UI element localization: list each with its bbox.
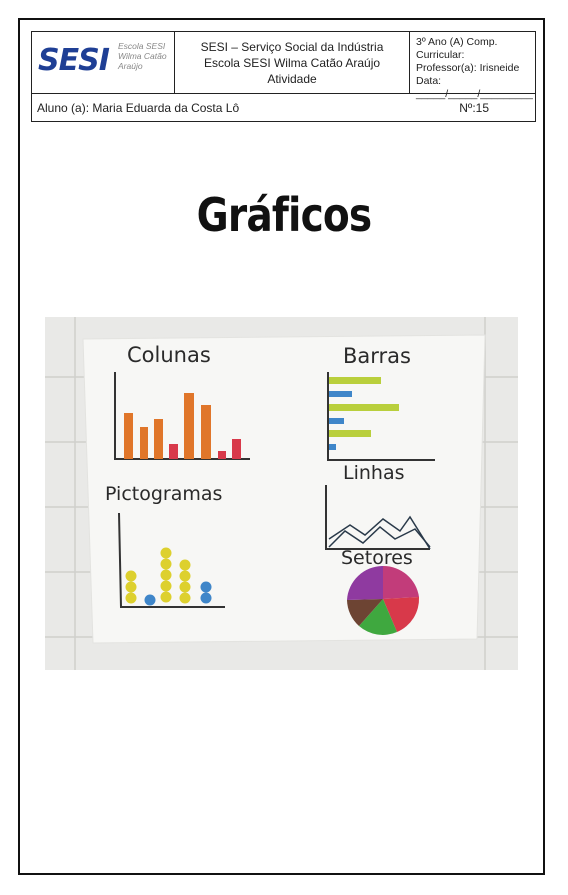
page-border bbox=[18, 18, 545, 875]
date-blank: _____/_____/_________ bbox=[416, 88, 533, 100]
bar-1 bbox=[329, 377, 381, 384]
logo-sub-line-2: Wilma Catão bbox=[118, 51, 167, 61]
barras-axes bbox=[327, 372, 435, 461]
class-info-cell: 3º Ano (A) Comp. Curricular: Professor(a… bbox=[410, 32, 535, 100]
sesi-logo-subtitle: Escola SESI Wilma Catão Araújo bbox=[118, 41, 167, 71]
header-table: SESI Escola SESI Wilma Catão Araújo SESI… bbox=[31, 31, 536, 122]
bar-6 bbox=[329, 444, 336, 450]
column-bar-5 bbox=[184, 393, 194, 459]
teacher: Professor(a): Irisneide bbox=[416, 62, 520, 74]
student-name: Aluno (a): Maria Eduarda da Costa Lô bbox=[37, 101, 240, 115]
poster-illustration: Colunas Barras Linhas bbox=[45, 317, 518, 670]
poster-photo: Colunas Barras Linhas bbox=[45, 317, 518, 670]
line-series-1 bbox=[328, 515, 431, 550]
linhas-axes bbox=[325, 485, 430, 550]
column-bar-7 bbox=[218, 451, 226, 459]
label-barras: Barras bbox=[343, 344, 411, 368]
institution-line-3: Atividade bbox=[267, 72, 317, 86]
colunas-chart bbox=[124, 393, 241, 459]
logo-sub-line-3: Araújo bbox=[118, 61, 143, 71]
bar-3 bbox=[329, 404, 399, 411]
barras-chart bbox=[329, 377, 399, 450]
institution-line-1: SESI – Serviço Social da Indústria bbox=[200, 40, 384, 54]
bar-5 bbox=[329, 430, 371, 437]
linhas-chart bbox=[328, 515, 431, 550]
pictogramas-chart bbox=[125, 547, 212, 606]
label-pictogramas: Pictogramas bbox=[105, 483, 222, 505]
page-title: Gráficos bbox=[196, 188, 373, 242]
student-row: Aluno (a): Maria Eduarda da Costa Lô Nº:… bbox=[32, 93, 535, 121]
column-bar-1 bbox=[124, 413, 133, 459]
logo-sub-line-1: Escola SESI bbox=[118, 41, 166, 51]
column-bar-2 bbox=[140, 427, 148, 459]
logo-cell: SESI Escola SESI Wilma Catão Araújo bbox=[32, 32, 175, 93]
institution-line-2: Escola SESI Wilma Catão Araújo bbox=[203, 56, 381, 70]
column-bar-6 bbox=[201, 405, 211, 459]
bar-4 bbox=[329, 418, 344, 424]
sesi-logo: SESI bbox=[38, 43, 110, 78]
student-number: Nº:15 bbox=[459, 101, 489, 115]
class-info: 3º Ano (A) Comp. Curricular: bbox=[416, 36, 498, 61]
label-linhas: Linhas bbox=[343, 462, 405, 484]
column-bar-8 bbox=[232, 439, 241, 459]
label-setores: Setores bbox=[341, 547, 413, 569]
label-colunas: Colunas bbox=[127, 343, 211, 367]
column-bar-4 bbox=[169, 444, 178, 459]
bar-2 bbox=[329, 391, 352, 397]
line-series-2 bbox=[328, 526, 431, 548]
setores-chart bbox=[347, 565, 420, 635]
institution-cell: SESI – Serviço Social da Indústria Escol… bbox=[175, 32, 410, 93]
pictogramas-axes bbox=[118, 512, 225, 608]
column-bar-3 bbox=[154, 419, 163, 459]
date-label: Data: bbox=[416, 75, 442, 87]
